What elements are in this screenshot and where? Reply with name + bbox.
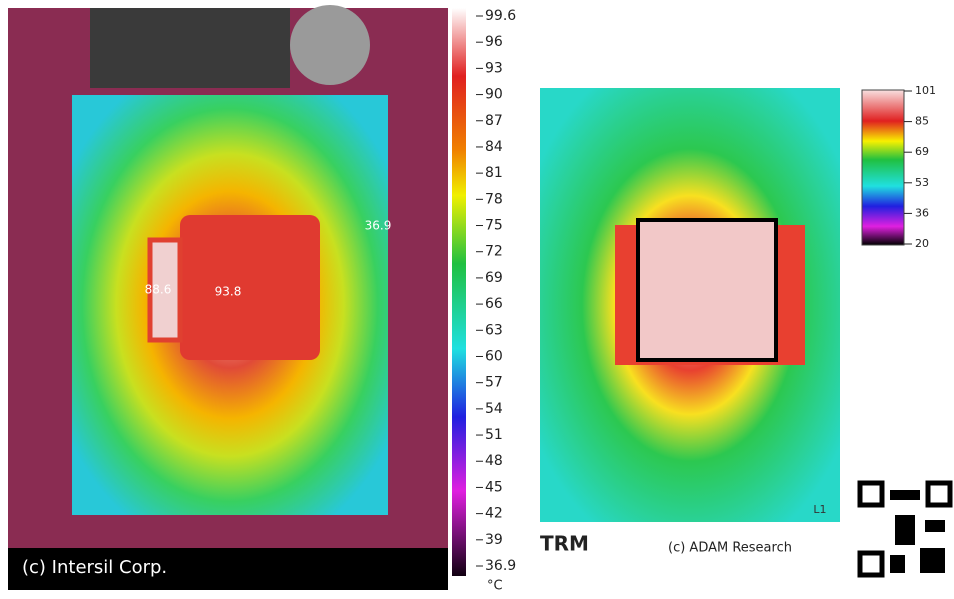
spot-label: 88.6 — [145, 283, 172, 297]
scale-unit: °C — [487, 579, 503, 594]
scale-label: 60 — [485, 348, 503, 364]
spot-label: 36.9 — [365, 219, 392, 233]
caption-band — [8, 548, 448, 590]
color-scale — [861, 89, 905, 246]
scale-label: 69 — [915, 145, 929, 158]
caption: (c) Intersil Corp. — [22, 557, 167, 578]
brand: TRM — [540, 532, 589, 556]
photo-connector — [290, 5, 370, 85]
scale-label: 51 — [485, 427, 503, 443]
scale-label: 96 — [485, 34, 503, 50]
scale-label: 72 — [485, 244, 503, 260]
hot-component — [180, 215, 320, 360]
scale-label: 78 — [485, 191, 503, 207]
photo-component — [90, 8, 290, 88]
scale-label: 87 — [485, 113, 503, 129]
spot-label: 93.8 — [215, 285, 242, 299]
scale-label: 48 — [485, 453, 503, 469]
scale-label: 93 — [485, 60, 503, 76]
scale-label: 84 — [485, 139, 503, 155]
scale-label: 85 — [915, 115, 929, 128]
scale-label: 42 — [485, 506, 503, 522]
scale-label: 54 — [485, 401, 503, 417]
hot-component — [147, 237, 183, 343]
scale-label: 66 — [485, 296, 503, 312]
scale-label: 90 — [485, 87, 503, 103]
layer-label: L1 — [813, 503, 826, 516]
scale-label: 45 — [485, 479, 503, 495]
scale-label: 101 — [915, 84, 936, 97]
scale-label: 36.9 — [485, 558, 516, 574]
scale-label: 81 — [485, 165, 503, 181]
scale-label: 36 — [915, 206, 929, 219]
scale-label: 39 — [485, 532, 503, 548]
color-scale — [452, 8, 466, 576]
scale-label: 63 — [485, 322, 503, 338]
highlight-box — [636, 218, 778, 362]
scale-label: 69 — [485, 270, 503, 286]
qr-code — [855, 478, 954, 580]
caption: (c) ADAM Research — [668, 541, 792, 556]
scale-label: 57 — [485, 375, 503, 391]
scale-label: 75 — [485, 218, 503, 234]
scale-label: 53 — [915, 176, 929, 189]
scale-label: 20 — [915, 237, 929, 250]
scale-label: 99.6 — [485, 8, 516, 24]
